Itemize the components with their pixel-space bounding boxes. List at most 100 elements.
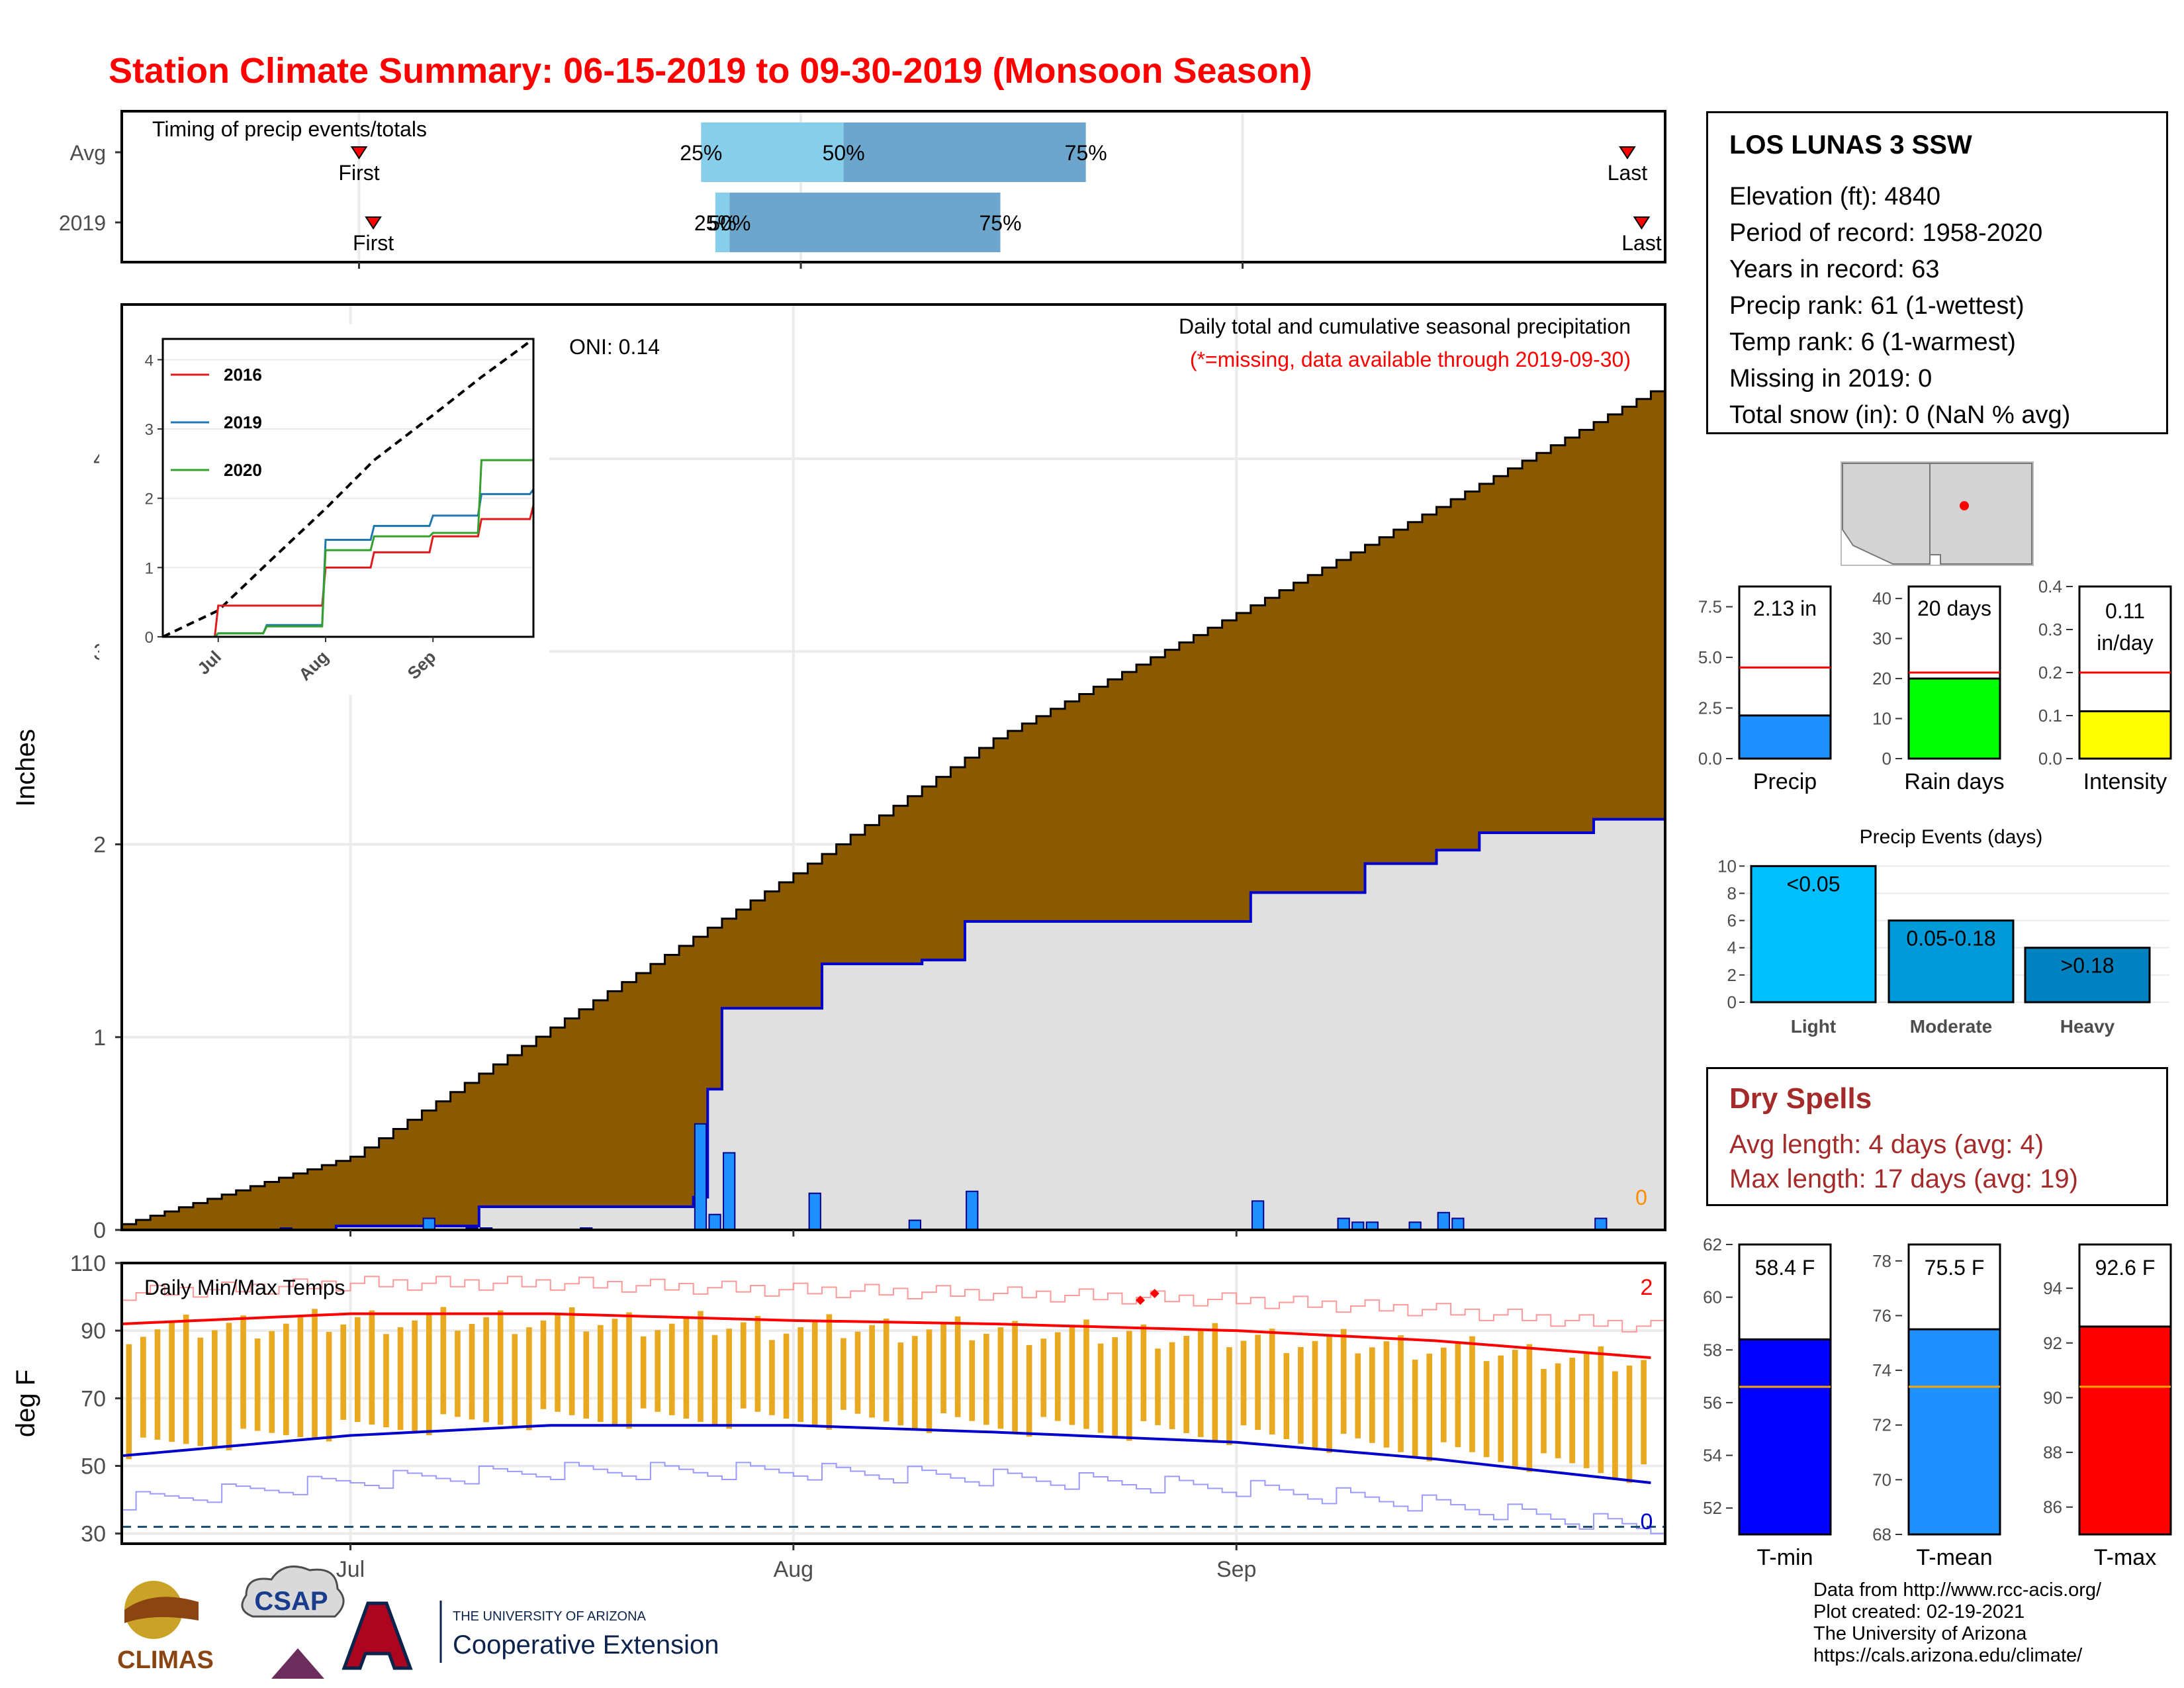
event-bar [1888,919,2015,1004]
temp-bar-y-tick-label: 68 [1872,1524,1891,1544]
daily-temp-bar [655,1330,661,1412]
record-low-count: 0 [1641,1509,1653,1534]
temp-x-tick-label: Jul [336,1557,365,1582]
quartile-label-50: 50% [823,141,865,165]
daily-temp-bar [283,1323,289,1435]
mini-y-tick-label: 0.0 [1698,749,1722,769]
daily-temp-bar [1283,1353,1290,1440]
daily-temp-bar [383,1334,389,1428]
daily-temp-bar [126,1344,132,1460]
daily-temp-bar [269,1331,275,1433]
main-y-axis-label: Inches [11,729,40,807]
main-y-tick-label: 0 [93,1218,106,1243]
temp-y-tick-label: 30 [81,1522,106,1547]
daily-temp-bar [640,1336,647,1409]
daily-temp-bar [1083,1319,1089,1429]
credit-line: https://cals.arizona.edu/climate/ [1813,1645,2083,1666]
temp-x-tick-label: Sep [1216,1557,1257,1582]
daily-temp-bar [740,1322,747,1409]
dry-spells-max: Max length: 17 days (avg: 19) [1729,1164,2078,1194]
main-subtitle: Daily total and cumulative seasonal prec… [1179,314,1631,338]
daily-temp-bar [769,1340,775,1415]
events-y-tick-label: 2 [1727,965,1737,985]
daily-temp-bar [154,1329,161,1440]
daily-temp-bar [240,1315,246,1429]
main-y-tick-label: 1 [93,1025,106,1051]
events-y-tick-label: 10 [1717,856,1737,876]
daily-temp-bar [883,1318,889,1422]
climas-logo-text: CLIMAS [117,1646,214,1674]
daily-temp-bar [483,1317,489,1423]
mini-y-tick-label: 40 [1872,588,1891,608]
temp-y-axis-label: deg F [11,1370,40,1437]
daily-temp-bar [1569,1358,1575,1464]
station-location-marker [1960,501,1969,510]
daily-precip-bar [1337,1217,1350,1231]
daily-temp-bar [1612,1371,1618,1478]
daily-temp-bar [569,1307,575,1415]
daily-temp-bar [469,1323,475,1420]
events-title: Precip Events (days) [1860,826,2043,848]
missing-count: 0 [1635,1186,1647,1209]
daily-precip-bar [1594,1217,1608,1231]
inset-y-tick-label: 3 [145,421,154,439]
main-panel-border [120,303,1666,1231]
daily-temp-bar [1641,1360,1647,1465]
credits: Data from http://www.rcc-acis.org/ Plot … [1813,1579,2101,1667]
event-category-label: Light [1791,1016,1836,1037]
record-high-marker [1136,1295,1146,1305]
daily-temp-bar [668,1323,675,1415]
temp-bar-value [1738,1338,1832,1536]
daily-temp-bar [1426,1353,1433,1462]
daily-temp-bar [826,1314,833,1430]
record-high-line [122,1276,1665,1333]
temp-bar-category-label: T-max [2094,1545,2156,1570]
temp-bar-y-tick-label: 60 [1703,1288,1722,1307]
temp-bar-y-tick-label: 90 [2043,1387,2062,1407]
temp-bar-y-tick-label: 86 [2043,1497,2062,1517]
daily-temp-bar [1140,1324,1147,1421]
daily-temp-bar [1312,1340,1318,1448]
event-bar-label: >0.18 [2061,954,2115,978]
station-snow: Total snow (in): 0 (NaN % avg) [1729,401,2071,429]
mini-y-tick-label: 20 [1872,669,1891,688]
daily-temp-bar [1212,1323,1218,1441]
quartile-bar-25-50 [715,193,730,252]
event-label-first: First [353,231,394,255]
record-low-line [122,1462,1665,1534]
daily-temp-bar [1555,1363,1561,1458]
daily-precip-bar [694,1123,707,1231]
daily-temp-bar [969,1340,976,1421]
event-bar [2024,947,2151,1004]
daily-temp-bar [854,1331,861,1414]
temp-y-tick-label: 50 [81,1454,106,1479]
daily-temp-bar [1469,1336,1475,1452]
locator-map-state [1929,463,2032,565]
daily-temp-bar [1240,1340,1247,1426]
daily-temp-bar [698,1311,704,1423]
station-info-box: LOS LUNAS 3 SSW Elevation (ft): 4840 Per… [1706,111,2168,434]
daily-temp-bar [512,1334,518,1428]
daily-temp-bar [598,1325,604,1423]
mini-y-tick-label: 0.4 [2038,577,2062,596]
temp-bar-y-tick-label: 72 [1872,1415,1891,1435]
daily-temp-bar [1069,1325,1075,1425]
temp-bar-y-tick-label: 54 [1703,1446,1722,1466]
temp-bar-y-tick-label: 78 [1872,1251,1891,1271]
quartile-label-75: 75% [979,211,1021,235]
temp-bar-category-label: T-min [1757,1545,1813,1570]
credit-line: The University of Arizona [1813,1623,2027,1644]
event-marker-last [1619,146,1636,160]
station-temp-rank: Temp rank: 6 (1-warmest) [1729,328,2016,356]
daily-temp-bar [426,1313,432,1436]
mini-bar-value-label: 0.11 [2105,599,2145,623]
daily-precip-bar [908,1219,922,1231]
daily-temp-bar [312,1309,318,1440]
obs-cumulative-area [122,819,1665,1230]
daily-temp-bar [683,1317,690,1419]
daily-temp-bar [1155,1348,1161,1425]
event-bar-label: <0.05 [1787,872,1841,896]
csap-logo-icon [271,1648,324,1679]
timing-title: Timing of precip events/totals [152,117,427,141]
temp-panel-bg [122,1263,1665,1544]
